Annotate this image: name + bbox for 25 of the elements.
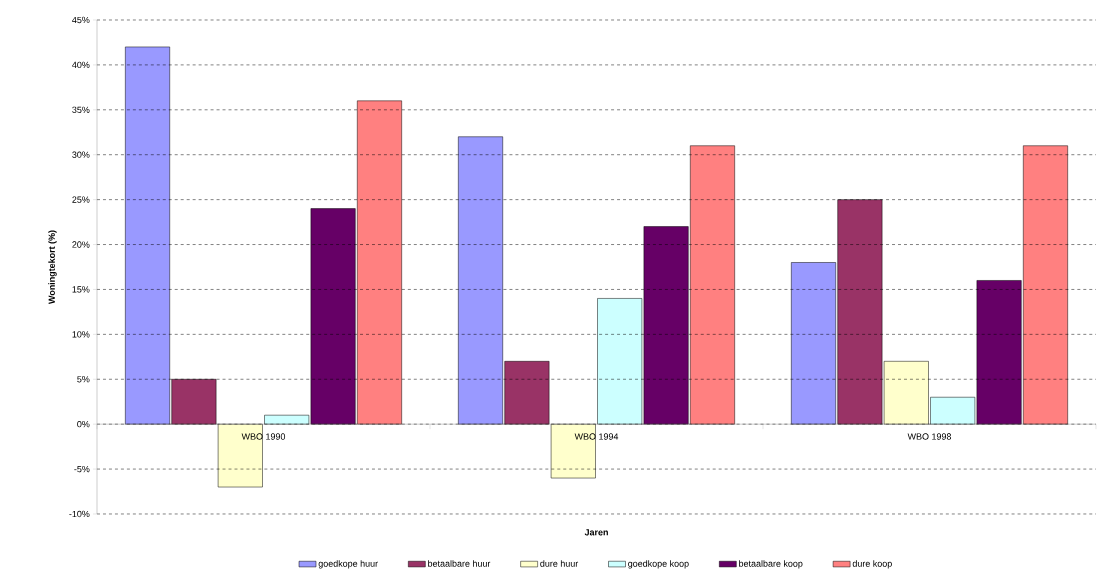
legend-label: dure huur bbox=[540, 560, 579, 567]
y-tick-label: 20% bbox=[72, 241, 90, 248]
legend-label: dure koop bbox=[852, 560, 892, 569]
legend-label: goedkope koop bbox=[628, 560, 689, 569]
y-tick-label: 0% bbox=[77, 420, 90, 428]
x-axis-title: Jaren bbox=[584, 529, 608, 536]
y-tick-label: -10% bbox=[69, 510, 90, 518]
y-tick-label: 40% bbox=[72, 61, 90, 69]
y-tick-label: -5% bbox=[74, 465, 90, 473]
y-tick-label: 30% bbox=[72, 151, 90, 158]
legend-label: betaalbare koop bbox=[739, 560, 803, 569]
y-tick-label: 45% bbox=[72, 16, 90, 24]
x-tick-label: WBO 1998 bbox=[907, 433, 952, 440]
y-tick-label: 5% bbox=[77, 376, 90, 383]
y-tick-label: 10% bbox=[72, 331, 90, 338]
legend-label: goedkope huur bbox=[318, 560, 378, 569]
y-tick-label: 15% bbox=[72, 286, 90, 293]
legend-label: betaalbare huur bbox=[428, 560, 491, 567]
x-tick-label: WBO 1994 bbox=[574, 433, 619, 440]
x-tick-label: WBO 1990 bbox=[241, 433, 286, 440]
y-tick-label: 25% bbox=[72, 196, 90, 203]
bar bbox=[550, 423, 596, 479]
bar bbox=[217, 423, 263, 488]
y-tick-label: 35% bbox=[72, 106, 90, 113]
y-axis-title: Woningtekort (%) bbox=[48, 230, 57, 304]
